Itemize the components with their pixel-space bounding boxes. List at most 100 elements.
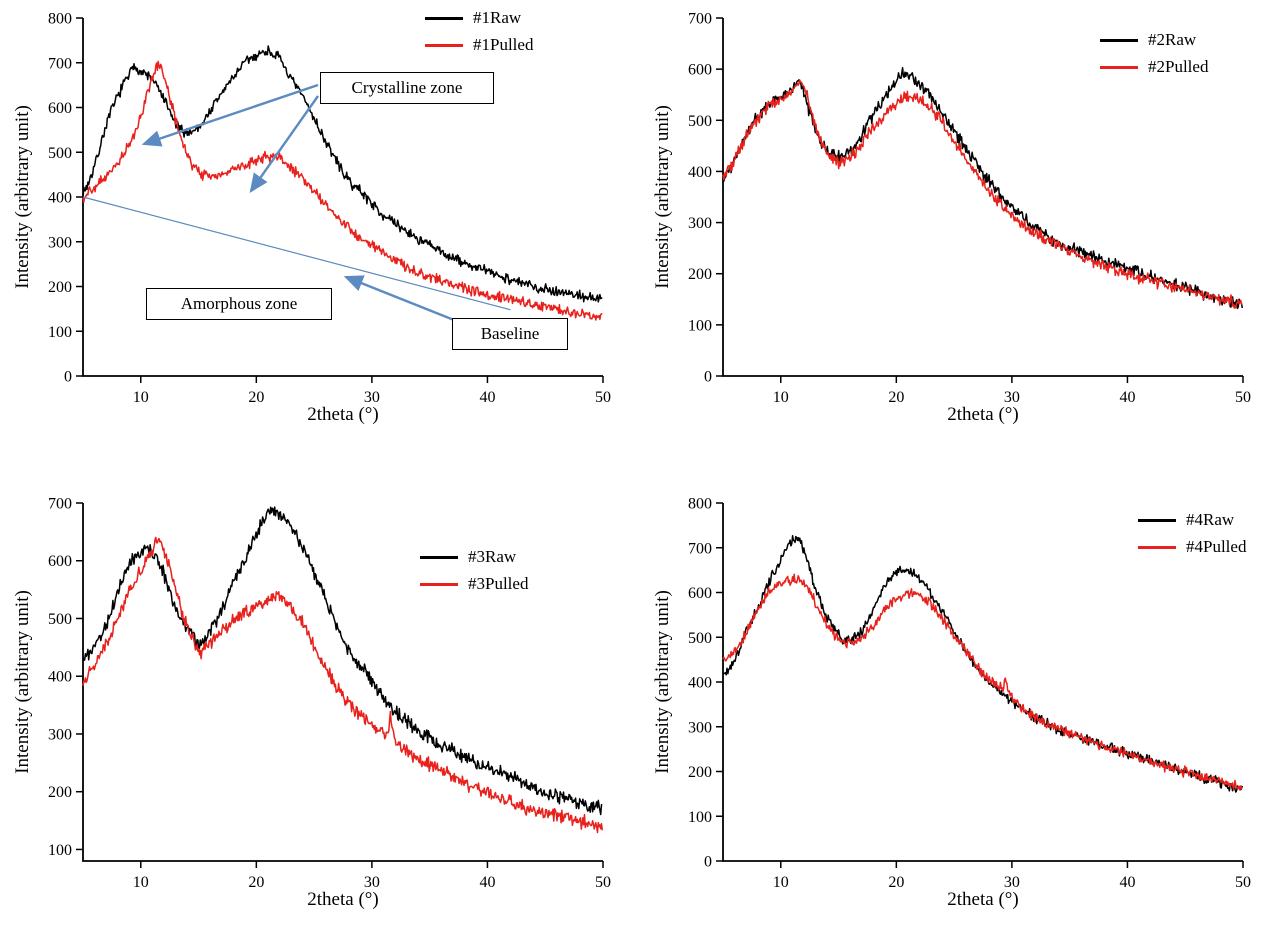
svg-text:700: 700 [48, 55, 72, 72]
svg-text:400: 400 [688, 675, 712, 692]
svg-text:400: 400 [48, 190, 72, 207]
series-swatch [1138, 518, 1176, 522]
svg-text:20: 20 [248, 389, 264, 406]
svg-text:200: 200 [48, 279, 72, 296]
svg-text:600: 600 [48, 100, 72, 117]
panel-4: 2theta (°) Intensity (arbitrary unit) 0 1… [640, 467, 1280, 934]
svg-text:600: 600 [688, 62, 712, 79]
legend-label: #3Raw [468, 547, 517, 566]
svg-text:300: 300 [688, 719, 712, 736]
legend-label: #1Pulled [473, 35, 534, 54]
panel-3: 2theta (°) Intensity (arbitrary unit) 10… [0, 467, 640, 934]
svg-text:30: 30 [1004, 874, 1020, 891]
svg-text:20: 20 [888, 874, 904, 891]
legend-label: #3Pulled [468, 574, 529, 593]
svg-text:100: 100 [48, 324, 72, 341]
legend-item: #4Pulled [1138, 537, 1246, 557]
series-swatch [1138, 545, 1176, 549]
svg-text:100: 100 [48, 842, 72, 859]
legend-item: #3Raw [420, 547, 528, 567]
chart-1-canvas: 2theta (°) Intensity (arbitrary unit) 0 1… [12, 11, 611, 426]
svg-text:40: 40 [1119, 389, 1135, 406]
series-swatch [420, 582, 458, 586]
svg-text:700: 700 [48, 496, 72, 513]
svg-text:600: 600 [688, 585, 712, 602]
annotation-baseline: Baseline [452, 318, 568, 350]
svg-text:800: 800 [688, 496, 712, 513]
svg-text:200: 200 [688, 266, 712, 283]
legend-item: #4Raw [1138, 510, 1246, 530]
svg-text:10: 10 [133, 389, 149, 406]
svg-text:0: 0 [704, 854, 712, 871]
svg-text:500: 500 [48, 611, 72, 628]
x-axis-label: 2theta (°) [947, 889, 1018, 910]
svg-text:300: 300 [688, 215, 712, 232]
svg-text:400: 400 [48, 669, 72, 686]
chart-3-canvas: 2theta (°) Intensity (arbitrary unit) 10… [12, 496, 611, 911]
legend-item: #1Pulled [425, 35, 533, 55]
svg-text:200: 200 [688, 764, 712, 781]
svg-text:300: 300 [48, 234, 72, 251]
svg-text:500: 500 [688, 630, 712, 647]
svg-text:700: 700 [688, 540, 712, 557]
svg-text:40: 40 [479, 874, 495, 891]
legend-item: #2Pulled [1100, 57, 1208, 77]
legend-item: #3Pulled [420, 574, 528, 594]
svg-text:30: 30 [364, 389, 380, 406]
legend-label: #1Raw [473, 8, 522, 27]
annotation-crystalline-zone: Crystalline zone [320, 72, 494, 104]
svg-text:700: 700 [688, 11, 712, 28]
svg-text:50: 50 [1235, 874, 1251, 891]
series-swatch [1100, 65, 1138, 69]
legend-label: #2Raw [1148, 30, 1197, 49]
svg-text:40: 40 [479, 389, 495, 406]
svg-text:10: 10 [773, 874, 789, 891]
svg-text:0: 0 [64, 369, 72, 386]
svg-text:10: 10 [133, 874, 149, 891]
svg-text:30: 30 [1004, 389, 1020, 406]
svg-text:400: 400 [688, 164, 712, 181]
y-axis-label: Intensity (arbitrary unit) [12, 105, 33, 289]
legend-label: #2Pulled [1148, 57, 1209, 76]
y-axis-label: Intensity (arbitrary unit) [652, 590, 673, 774]
legend-label: #4Raw [1186, 510, 1235, 529]
x-axis-label: 2theta (°) [307, 889, 378, 910]
svg-text:20: 20 [888, 389, 904, 406]
svg-text:100: 100 [688, 317, 712, 334]
panel-1: 2theta (°) Intensity (arbitrary unit) 0 1… [0, 0, 640, 467]
series-swatch [425, 43, 463, 47]
legend-4: #4Raw #4Pulled [1138, 510, 1246, 557]
svg-text:500: 500 [688, 113, 712, 130]
annotation-amorphous-zone: Amorphous zone [146, 288, 332, 320]
svg-text:50: 50 [595, 389, 611, 406]
x-axis-label: 2theta (°) [947, 404, 1018, 425]
svg-text:800: 800 [48, 11, 72, 28]
legend-item: #1Raw [425, 8, 533, 28]
legend-item: #2Raw [1100, 30, 1208, 50]
svg-text:600: 600 [48, 553, 72, 570]
y-axis-label: Intensity (arbitrary unit) [12, 590, 33, 774]
svg-text:40: 40 [1119, 874, 1135, 891]
svg-text:500: 500 [48, 145, 72, 162]
svg-text:0: 0 [704, 369, 712, 386]
series-swatch [420, 555, 458, 559]
legend-1: #1Raw #1Pulled [425, 8, 533, 55]
legend-2: #2Raw #2Pulled [1100, 30, 1208, 77]
series-swatch [1100, 38, 1138, 42]
chart-4-canvas: 2theta (°) Intensity (arbitrary unit) 0 1… [652, 496, 1251, 911]
svg-text:300: 300 [48, 726, 72, 743]
legend-3: #3Raw #3Pulled [420, 547, 528, 594]
svg-text:100: 100 [688, 809, 712, 826]
svg-text:30: 30 [364, 874, 380, 891]
series-swatch [425, 16, 463, 20]
legend-label: #4Pulled [1186, 537, 1247, 556]
svg-text:200: 200 [48, 784, 72, 801]
svg-text:20: 20 [248, 874, 264, 891]
x-axis-label: 2theta (°) [307, 404, 378, 425]
svg-text:10: 10 [773, 389, 789, 406]
svg-text:50: 50 [595, 874, 611, 891]
chart-2-canvas: 2theta (°) Intensity (arbitrary unit) 0 1… [652, 11, 1251, 426]
svg-text:50: 50 [1235, 389, 1251, 406]
y-axis-label: Intensity (arbitrary unit) [652, 105, 673, 289]
